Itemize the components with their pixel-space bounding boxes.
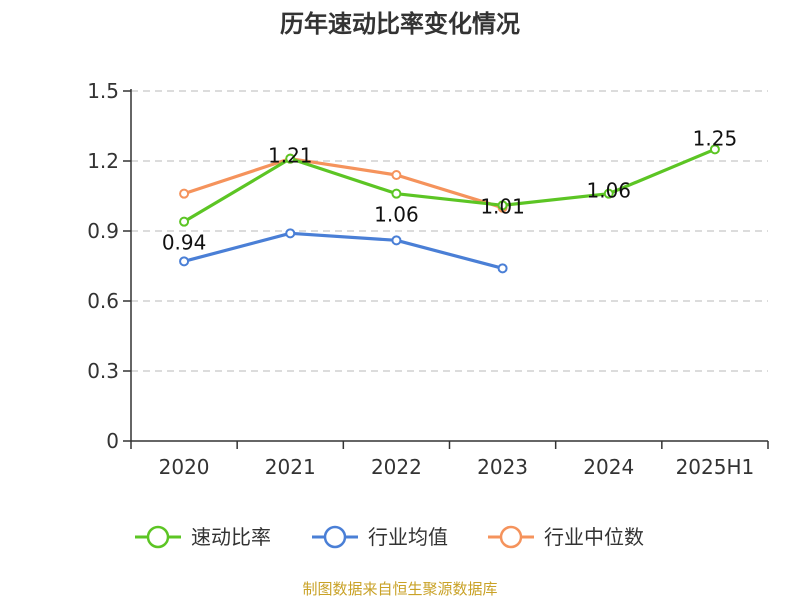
data-point (285, 228, 296, 239)
data-point (497, 263, 508, 274)
data-label: 1.06 (586, 179, 631, 203)
series-line (183, 157, 504, 210)
data-label: 1.06 (374, 203, 419, 227)
y-tick-label: 1.2 (87, 149, 119, 173)
data-point (391, 170, 402, 180)
data-point (709, 144, 720, 155)
grid-lines (131, 90, 768, 372)
legend[interactable]: 速动比率 行业均值 行业中位数 (135, 525, 644, 549)
series-line (183, 231, 503, 270)
legend-item[interactable]: 速动比率 (135, 525, 271, 549)
legend-label: 速动比率 (191, 525, 271, 549)
legend-label: 行业均值 (368, 525, 448, 549)
data-point (391, 188, 402, 199)
data-point (179, 256, 190, 267)
data-point (179, 216, 190, 227)
y-tick-label: 0.9 (87, 219, 119, 243)
axes (130, 89, 768, 442)
legend-marker (323, 525, 347, 549)
x-tick-label: 2025H1 (676, 455, 755, 479)
y-tick-label: 1.5 (87, 79, 119, 103)
x-tick-label: 2023 (477, 455, 528, 479)
series-lines (179, 144, 720, 274)
x-tick-label: 2021 (265, 455, 316, 479)
legend-marker (499, 525, 523, 549)
legend-item[interactable]: 行业均值 (312, 525, 448, 549)
y-axis-ticks: 0 0.3 0.6 0.9 1.2 1.5 (87, 79, 131, 453)
x-tick-label: 2024 (583, 455, 634, 479)
legend-label: 行业中位数 (544, 525, 644, 549)
data-point (603, 188, 614, 199)
series-line (183, 147, 716, 224)
data-labels: 0.94 1.21 1.06 1.01 1.06 1.25 (162, 126, 737, 254)
data-point (179, 188, 190, 199)
data-point (285, 153, 296, 164)
data-point (497, 200, 508, 211)
data-label: 1.25 (693, 126, 738, 150)
data-label: 0.94 (162, 231, 207, 255)
data-point (391, 235, 402, 246)
source-note: 制图数据来自恒生聚源数据库 (302, 580, 497, 598)
legend-marker (146, 525, 170, 549)
x-tick-label: 2022 (371, 455, 422, 479)
data-label: 1.21 (268, 144, 313, 168)
y-tick-label: 0.3 (87, 359, 119, 383)
y-tick-label: 0.6 (87, 289, 119, 313)
chart-title: 历年速动比率变化情况 (280, 10, 520, 38)
y-tick-label: 0 (106, 429, 119, 453)
data-label: 1.01 (480, 194, 525, 218)
legend-item[interactable]: 行业中位数 (488, 525, 644, 549)
x-tick-label: 2020 (159, 455, 210, 479)
x-axis-ticks: 2020 2021 2022 2023 2024 2025H1 (130, 441, 769, 479)
